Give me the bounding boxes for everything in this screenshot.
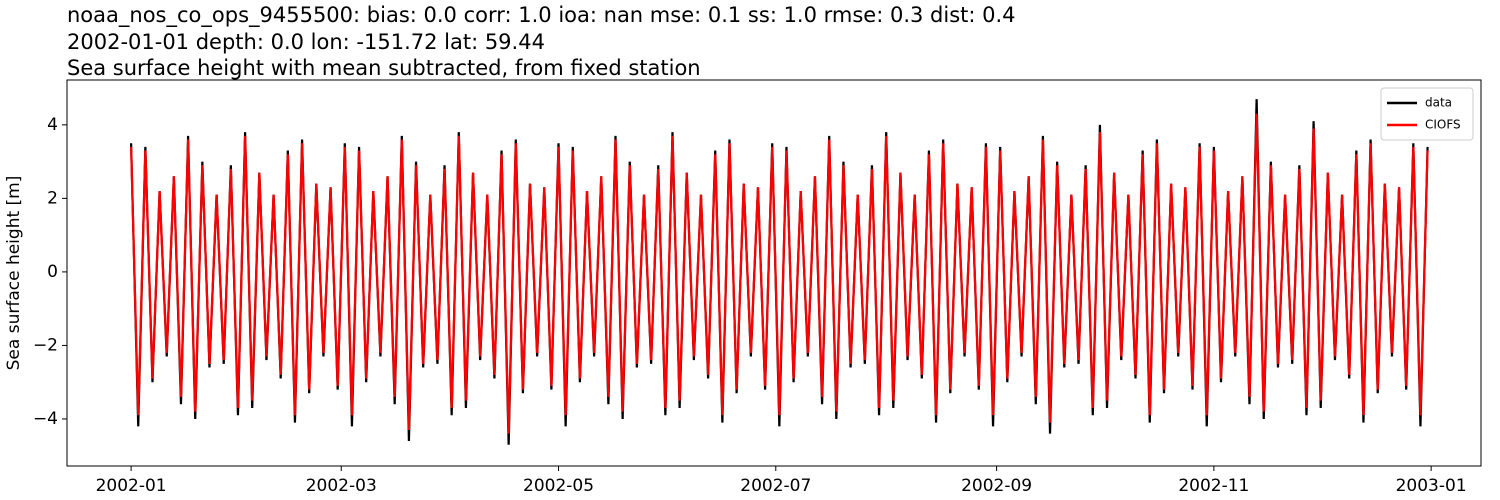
- x-tick-label: 2002-07: [740, 476, 811, 496]
- y-tick-label: 0: [47, 262, 58, 282]
- chart-title: 2002-01-01 depth: 0.0 lon: -151.72 lat: …: [67, 30, 545, 54]
- y-tick-label: 2: [47, 188, 58, 208]
- legend-label: data: [1425, 96, 1452, 110]
- x-tick-label: 2002-03: [306, 476, 377, 496]
- x-tick-label: 2002-11: [1178, 476, 1249, 496]
- y-tick-label: −4: [33, 409, 58, 429]
- y-tick-label: −2: [33, 335, 58, 355]
- y-tick-label: 4: [47, 115, 58, 135]
- plot-frame: [66, 79, 1482, 467]
- series-line: [130, 113, 1429, 434]
- legend-box: [1380, 87, 1474, 141]
- legend-label: CIOFS: [1425, 118, 1461, 132]
- chart-title: noaa_nos_co_ops_9455500: bias: 0.0 corr:…: [67, 3, 1016, 28]
- y-axis-label: Sea surface height [m]: [4, 176, 24, 371]
- x-tick-label: 2002-09: [961, 476, 1032, 496]
- chart-title: Sea surface height with mean subtracted,…: [67, 56, 701, 80]
- x-tick-label: 2002-05: [523, 476, 594, 496]
- x-tick-label: 2003-01: [1396, 476, 1467, 496]
- x-tick-label: 2002-01: [96, 476, 167, 496]
